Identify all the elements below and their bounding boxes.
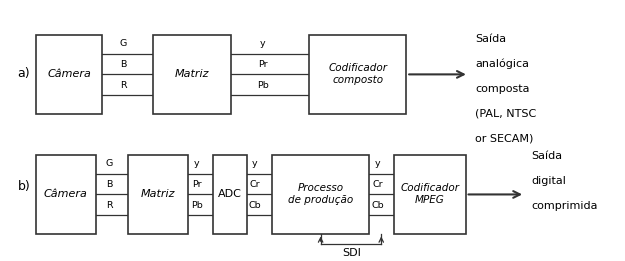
Text: R: R (106, 201, 112, 210)
Text: Matriz: Matriz (141, 189, 175, 199)
Text: b): b) (18, 180, 30, 193)
Text: Cb: Cb (249, 201, 261, 210)
Text: Pr: Pr (258, 60, 268, 69)
Text: B: B (120, 60, 126, 69)
Text: Saída: Saída (475, 34, 506, 44)
Text: Pb: Pb (257, 81, 268, 90)
Bar (272, 155, 369, 234)
Text: Câmera: Câmera (44, 189, 88, 199)
Bar (213, 155, 247, 234)
Text: Câmera: Câmera (47, 69, 91, 79)
Text: R: R (120, 81, 126, 90)
Text: Pb: Pb (191, 201, 202, 210)
Text: composta: composta (475, 84, 529, 93)
Text: Cr: Cr (372, 180, 382, 189)
Text: G: G (119, 39, 127, 48)
Text: G: G (106, 159, 113, 168)
Text: Cb: Cb (371, 201, 384, 210)
Text: Cr: Cr (249, 180, 261, 189)
Text: Codificador
MPEG: Codificador MPEG (400, 183, 459, 205)
Text: Matriz: Matriz (175, 69, 209, 79)
Text: comprimida: comprimida (531, 201, 598, 211)
Bar (153, 35, 231, 114)
Text: SDI: SDI (342, 248, 361, 258)
Bar (309, 35, 406, 114)
Text: analógica: analógica (475, 59, 529, 69)
Text: y: y (260, 39, 266, 48)
Text: Processo
de produção: Processo de produção (288, 183, 353, 205)
Text: y: y (252, 159, 258, 168)
Text: digital: digital (531, 176, 566, 186)
Text: y: y (375, 159, 380, 168)
Text: a): a) (18, 67, 30, 80)
Bar (128, 155, 188, 234)
Text: Pr: Pr (192, 180, 202, 189)
Text: Codificador
composto: Codificador composto (328, 63, 388, 85)
Bar (36, 155, 96, 234)
Bar (36, 35, 102, 114)
Text: y: y (194, 159, 200, 168)
Text: or SECAM): or SECAM) (475, 133, 533, 143)
Text: (PAL, NTSC: (PAL, NTSC (475, 108, 536, 118)
Text: ADC: ADC (217, 189, 242, 199)
Bar (394, 155, 466, 234)
Text: B: B (106, 180, 112, 189)
Text: Saída: Saída (531, 151, 562, 161)
